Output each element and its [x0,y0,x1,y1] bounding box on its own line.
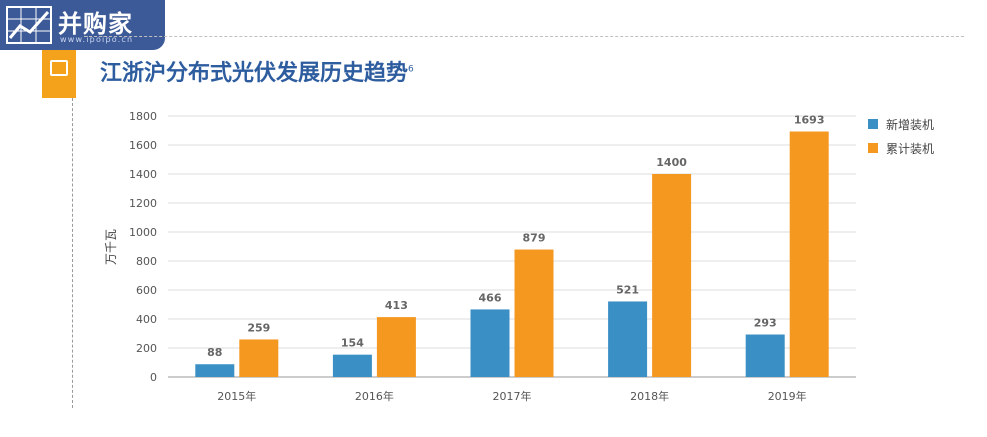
x-tick-label: 2017年 [493,389,532,403]
y-tick-label: 1800 [129,110,157,123]
logo: 并购家 www.ipoipo.cn [0,0,165,50]
data-label: 1693 [794,114,825,127]
legend-label: 累计装机 [886,141,935,156]
bar [239,339,279,377]
bar [332,354,372,377]
bars: 88 259 154 413 466 879 521 1400 293 1693 [195,114,829,377]
y-tick-label: 600 [136,284,157,297]
y-axis-ticks: 0 200 400 600 800 1000 1200 1400 1600 1800 [129,110,157,384]
data-label: 879 [523,232,546,245]
header-divider [84,36,964,37]
bar [470,309,510,377]
y-tick-label: 1600 [129,139,157,152]
y-tick-label: 200 [136,342,157,355]
data-label: 293 [754,317,777,330]
y-tick-label: 800 [136,255,157,268]
x-tick-label: 2018年 [630,389,669,403]
x-tick-label: 2019年 [768,389,807,403]
bar [789,131,829,377]
legend-label: 新增装机 [886,117,935,132]
gridlines [168,115,856,378]
data-label: 154 [341,337,364,350]
legend-swatch [868,143,878,153]
data-label: 466 [479,291,502,304]
y-tick-label: 400 [136,313,157,326]
bar [608,301,648,377]
legend-item: 新增装机 [868,112,934,136]
bar [376,317,416,377]
data-label: 259 [247,321,270,334]
data-label: 88 [207,346,222,359]
logo-url: www.ipoipo.cn [60,35,134,44]
y-tick-label: 1400 [129,168,157,181]
chart-title-text: 江浙沪分布式光伏发展历史趋势 [100,61,409,86]
title-footnote: 6 [408,64,414,75]
logo-text: 并购家 [58,10,133,38]
y-axis-label: 万千瓦 [104,229,118,265]
y-tick-label: 0 [150,371,157,384]
bar [514,249,554,377]
x-axis-ticks: 2015年 2016年 2017年 2018年 2019年 [217,389,806,403]
chart-title: 江浙沪分布式光伏发展历史趋势6 [100,55,414,87]
y-tick-label: 1000 [129,226,157,239]
section-glyph-icon [50,60,68,76]
bar [745,334,785,377]
bar [652,174,692,377]
data-label: 413 [385,299,408,312]
legend-swatch [868,119,878,129]
side-divider [72,98,73,408]
section-tab [42,50,76,98]
logo-chart-icon [6,6,52,44]
legend-item: 累计装机 [868,136,934,160]
x-tick-label: 2015年 [217,389,256,403]
legend: 新增装机 累计装机 [868,112,934,160]
bar [195,364,235,377]
data-label: 1400 [656,156,687,169]
data-label: 521 [616,283,639,296]
x-tick-label: 2016年 [355,389,394,403]
y-tick-label: 1200 [129,197,157,210]
